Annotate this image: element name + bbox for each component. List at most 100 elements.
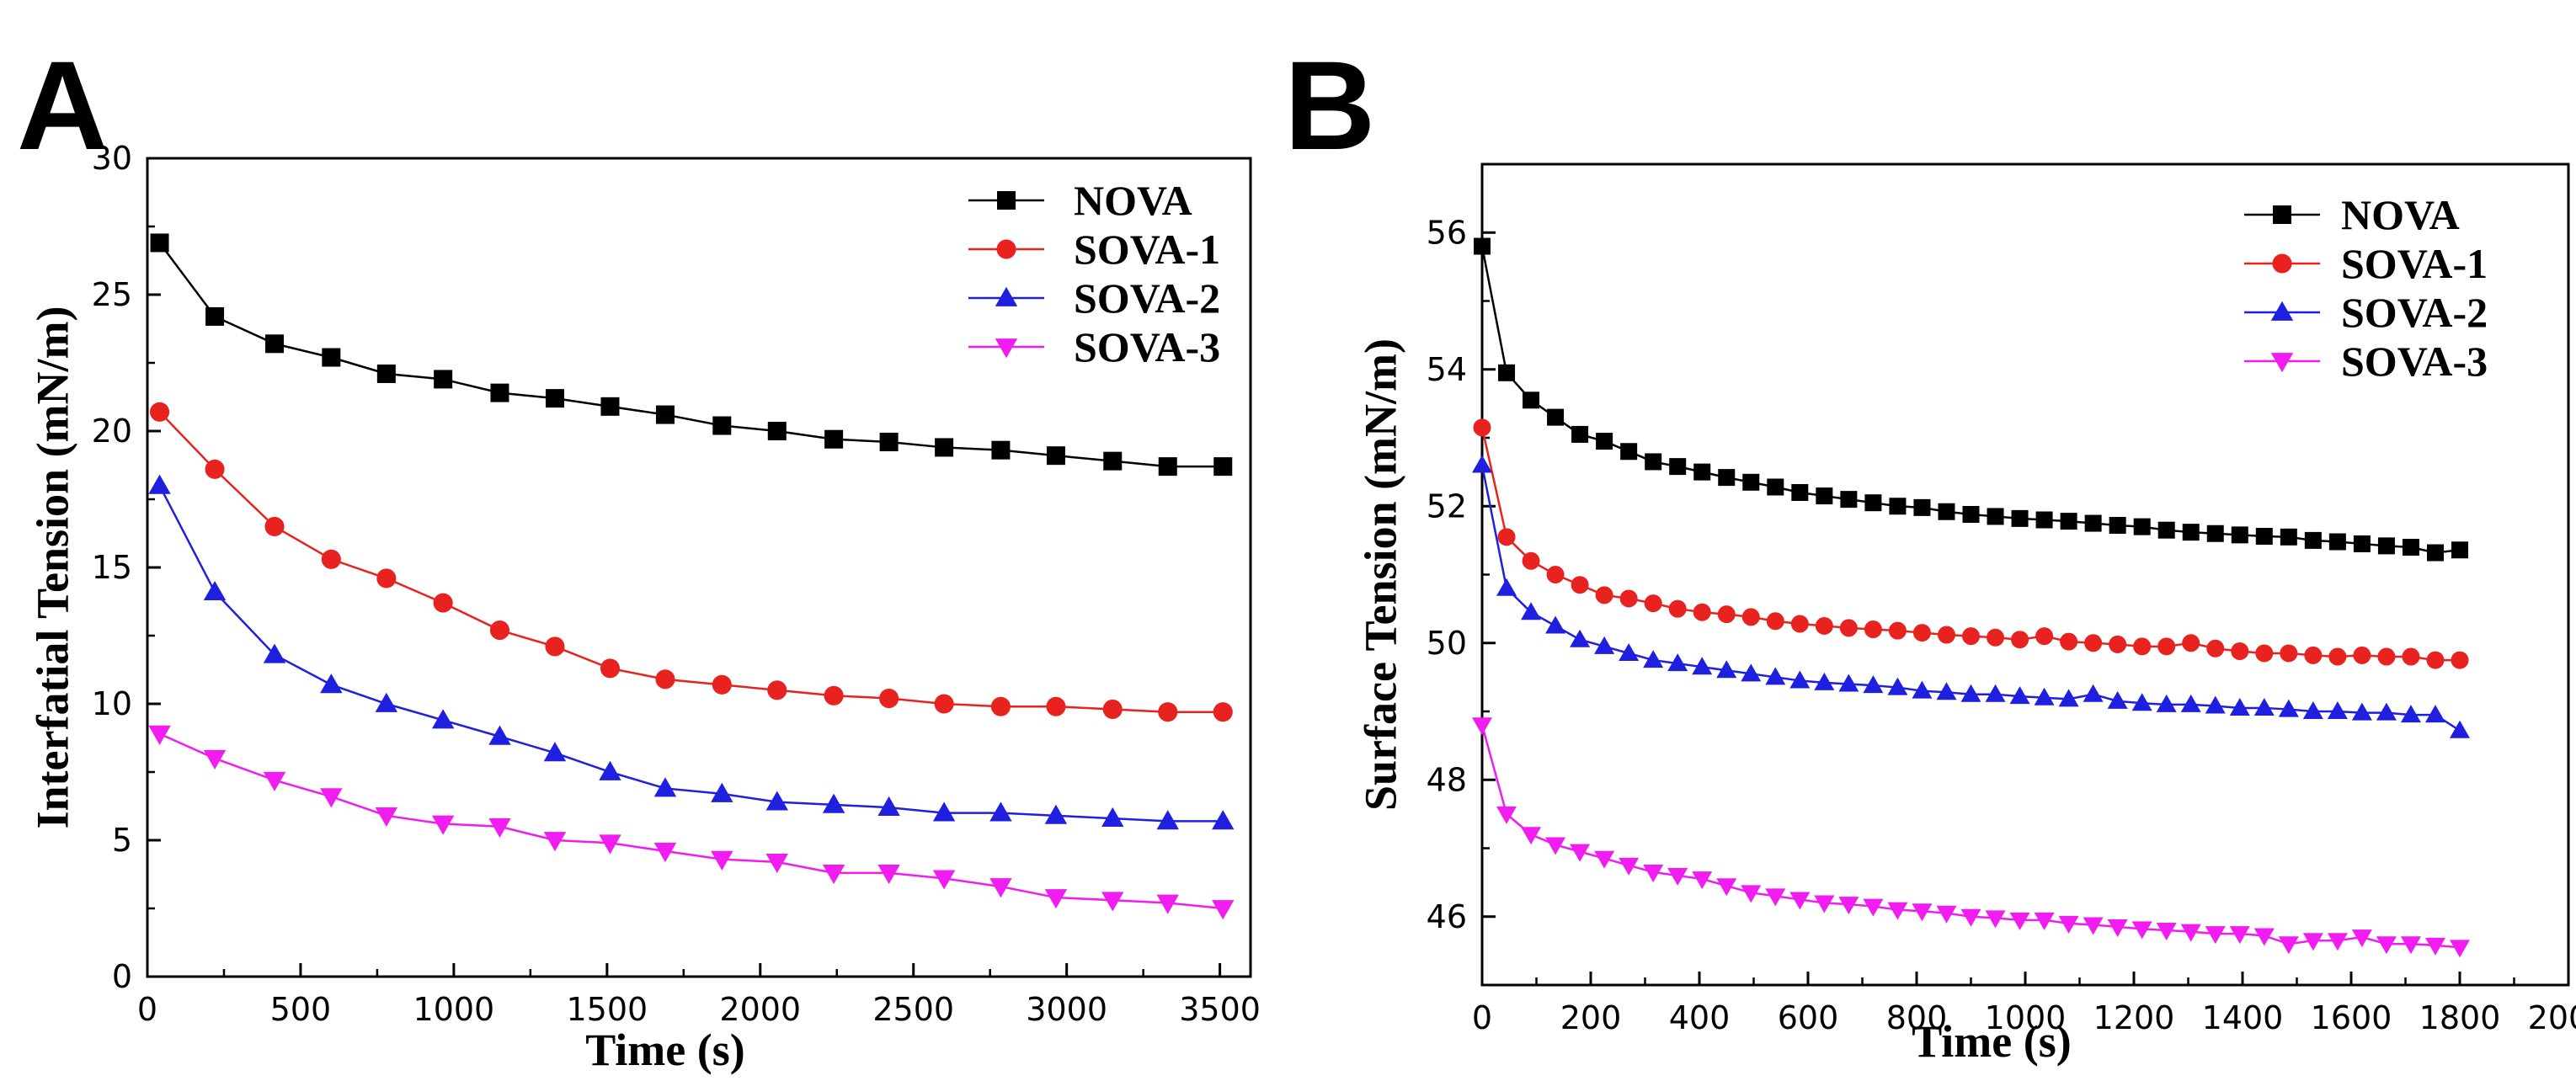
chart-a-y-tick-label: 5 <box>112 822 132 859</box>
chart-b-sova-2-point <box>2180 694 2201 712</box>
chart-a-legend-nova-label: NOVA <box>1074 177 1192 224</box>
chart-b-sova-3-point <box>2083 917 2104 935</box>
chart-b-sova-3-point <box>2278 936 2299 955</box>
chart-a-y-tick-label: 20 <box>92 413 132 450</box>
chart-b-sova-1-point <box>2133 637 2152 656</box>
chart-a-sova-2-point <box>765 791 788 811</box>
chart-a-x-tick-label: 2000 <box>719 991 801 1028</box>
chart-b-sova-2-point <box>1716 660 1737 679</box>
chart-b-sova-2-point <box>1521 602 1542 620</box>
chart-a-sova-2-point <box>989 801 1012 822</box>
chart-b-sova-3-point <box>1716 878 1737 897</box>
chart-b-sova-3-point <box>2156 923 2177 940</box>
chart-b-sova-1-point <box>1644 594 1662 613</box>
chart-b-legend-nova-label: NOVA <box>2341 191 2460 238</box>
chart-b-nova-point <box>1816 487 1833 505</box>
chart-b-legend-nova-marker <box>2273 205 2291 224</box>
chart-b-legend-sova-2-marker <box>2270 301 2294 321</box>
chart-b-x-tick-label: 400 <box>1669 999 1731 1036</box>
chart-b-sova-2-point <box>1545 615 1566 634</box>
chart-b-x-axis-title: Time (s) <box>1912 1016 2071 1067</box>
chart-b-y-tick-label: 56 <box>1427 214 1467 251</box>
chart-a-sova-2-point <box>320 674 343 694</box>
chart-b-nova-point <box>1547 408 1565 426</box>
chart-b-sova-1-point <box>1693 603 1711 621</box>
chart-b-nova-point <box>2426 544 2444 562</box>
chart-a-nova-point <box>545 389 564 408</box>
chart-a-x-tick-label: 0 <box>137 991 157 1028</box>
chart-b-sova-2-point <box>1667 653 1688 672</box>
chart-b-plot-frame <box>1480 162 2570 987</box>
chart-b-sova-3-point <box>2058 915 2079 934</box>
chart-b-sova-1-point <box>1595 586 1613 604</box>
chart-b-sova-1-point <box>1864 620 1882 638</box>
chart-b-sova-3-point <box>1887 902 1908 920</box>
chart-a-sova-1-point <box>1158 702 1178 722</box>
chart-a-sova-2-point <box>148 474 171 494</box>
chart-a-nova-point <box>434 370 453 389</box>
chart-b-sova-2-point <box>1643 650 1664 668</box>
chart-b-sova-3-point <box>2351 929 2372 948</box>
chart-b-nova-point <box>1938 503 1955 520</box>
chart-b-nova-point <box>1987 508 2004 525</box>
chart-a-series-nova-line <box>158 242 1224 468</box>
chart-b-sova-3-point <box>1863 898 1884 917</box>
chart-a-sova-3-point <box>488 817 511 838</box>
chart-a-sova-3-point <box>203 749 227 769</box>
chart-a-sova-3-point <box>1156 894 1179 914</box>
chart-b-nova-point <box>1571 425 1589 443</box>
chart-a-x-tick-label: 1000 <box>413 991 495 1028</box>
chart-b-sova-3-point <box>1789 892 1811 910</box>
chart-a-series-sova-3-line <box>159 732 1224 910</box>
chart-a-sova-1-point <box>150 402 170 422</box>
chart-a-sova-1-point <box>1102 699 1123 720</box>
chart-a-sova-3-point <box>599 834 621 855</box>
chart-a-sova-3-point <box>543 832 567 852</box>
chart-b-sova-1-point <box>2182 634 2200 652</box>
chart-a-x-tick-label: 3500 <box>1179 991 1261 1028</box>
chart-b-sova-1-point <box>1619 589 1638 608</box>
chart-b-sova-2-point <box>2034 687 2055 706</box>
chart-b-sova-2-point <box>2009 686 2030 705</box>
chart-b-y-tick-label: 48 <box>1427 761 1467 798</box>
chart-b-sova-2-point <box>1472 455 1492 473</box>
chart-b-nova-point <box>1498 364 1516 381</box>
chart-a-y-tick-label: 30 <box>92 140 132 177</box>
chart-b-nova-point <box>2451 541 2468 559</box>
chart-a-x-tick-label: 3000 <box>1026 991 1107 1028</box>
chart-b-sova-3-point <box>1594 850 1615 869</box>
chart-b-y-tick-label: 50 <box>1427 625 1467 662</box>
chart-b-sova-2-point <box>1789 670 1811 689</box>
chart-b-sova-2-point <box>2107 690 2128 709</box>
chart-b-sova-2-point <box>2302 701 2323 719</box>
chart-a-sova-2-point <box>375 692 398 712</box>
chart-b-nova-point <box>2377 537 2395 555</box>
chart-b-sova-2-point <box>2083 684 2104 702</box>
chart-b-nova-point <box>1962 506 1980 523</box>
chart-a-legend-sova-2-label: SOVA-2 <box>1074 274 1220 322</box>
chart-a-sova-1-point <box>1213 702 1233 722</box>
chart-a-series-sova-2-line <box>158 485 1224 823</box>
chart-b-x-tick-label: 1400 <box>2202 999 2284 1036</box>
chart-b-sova-3-point <box>1960 908 1981 927</box>
chart-b-x-tick-label: 800 <box>1886 999 1948 1036</box>
chart-b-y-tick-label: 54 <box>1427 351 1467 388</box>
chart-a-nova-point <box>879 432 899 451</box>
chart-b-sova-2-point <box>1594 636 1615 654</box>
chart-a-nova-point <box>1046 446 1065 466</box>
chart-a-x-tick-label: 500 <box>270 991 332 1028</box>
chart-b-sova-3-point <box>1936 905 1957 924</box>
chart-a-sova-3-point <box>653 843 677 863</box>
chart-a-sova-3-point <box>932 870 956 890</box>
chart-b-sova-1-point <box>2451 651 2469 669</box>
chart-a-y-tick-label: 15 <box>92 549 132 586</box>
chart-b-y-axis-title: Surface Tension (mN/m) <box>1355 338 1405 811</box>
chart-b-sova-2-point <box>1570 629 1591 647</box>
chart-b-legend-sova-3-marker <box>2270 353 2294 373</box>
chart-b-nova-point <box>1620 443 1638 461</box>
chart-a-nova-point <box>767 422 787 440</box>
chart-b-sova-3-point <box>2302 933 2323 951</box>
chart-b-sova-2-point <box>2424 705 2445 723</box>
chart-b-nova-point <box>2157 521 2175 539</box>
chart-b-nova-point <box>1596 433 1613 450</box>
